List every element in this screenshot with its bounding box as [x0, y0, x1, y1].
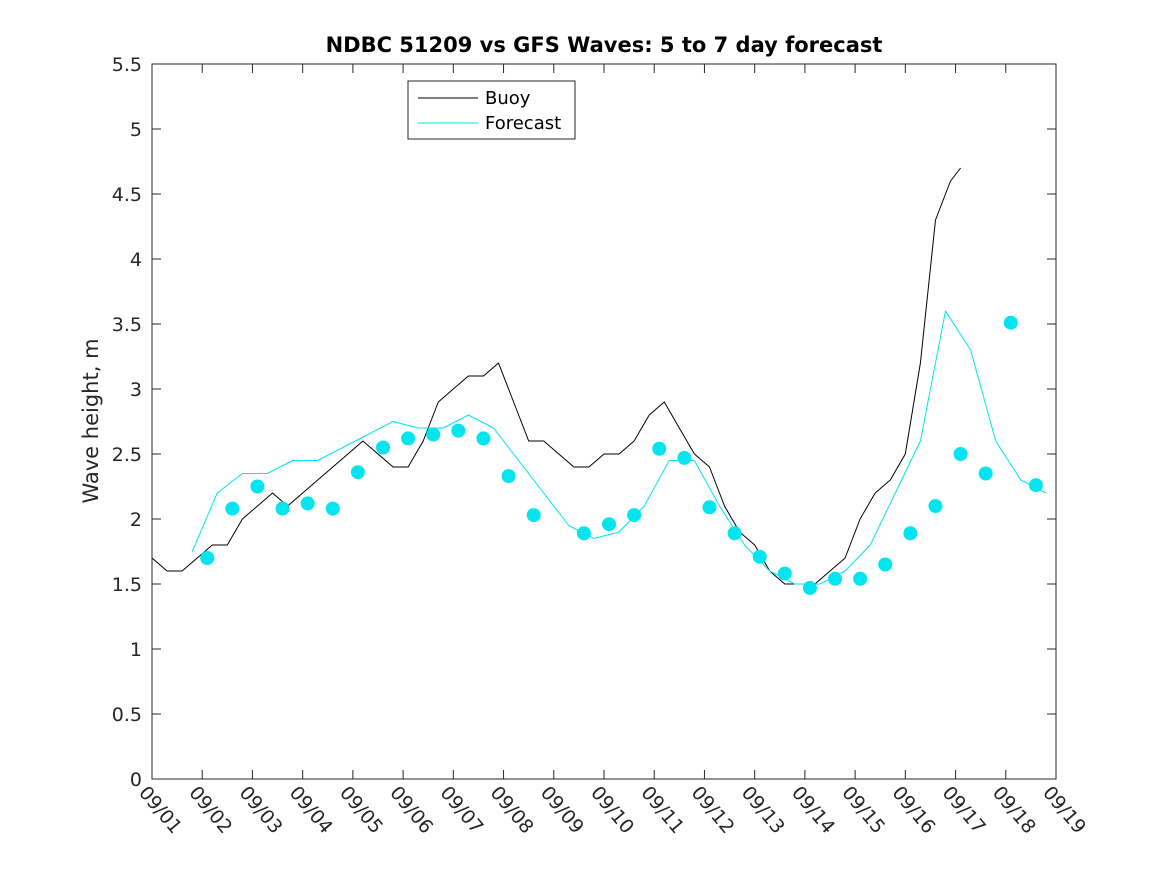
forecast-point: [526, 508, 541, 523]
legend-buoy-label: Buoy: [485, 88, 531, 109]
y-tick-label: 4.5: [112, 184, 142, 206]
forecast-point: [677, 450, 692, 465]
y-tick-label: 2.5: [112, 444, 142, 466]
y-tick-label: 1: [130, 639, 142, 661]
y-tick-labels: 0 0.5 1 1.5 2 2.5 3 3.5 4 4.5 5 5.5: [112, 54, 142, 791]
y-tick-label: 4: [130, 249, 142, 271]
y-tick-label: 2: [130, 509, 142, 531]
y-tick-label: 1.5: [112, 574, 142, 596]
legend: Buoy Forecast: [407, 80, 576, 140]
legend-forecast-label: Forecast: [485, 113, 561, 134]
chart-title: NDBC 51209 vs GFS Waves: 5 to 7 day fore…: [326, 33, 883, 57]
forecast-point: [426, 427, 441, 442]
forecast-point: [250, 479, 265, 494]
forecast-point: [627, 508, 642, 523]
forecast-point: [777, 566, 792, 581]
forecast-point: [275, 501, 290, 516]
forecast-point: [878, 557, 893, 572]
forecast-point: [853, 571, 868, 586]
legend-box: [407, 80, 576, 140]
forecast-markers: [200, 315, 1043, 595]
forecast-point: [652, 441, 667, 456]
forecast-point: [325, 501, 340, 516]
forecast-point: [928, 499, 943, 513]
forecast-point: [953, 447, 968, 461]
forecast-point: [752, 549, 767, 564]
y-tick-label: 5: [130, 119, 142, 141]
forecast-point: [1028, 478, 1043, 493]
forecast-point: [200, 551, 215, 565]
forecast-point: [476, 431, 491, 446]
plot-frame: [151, 63, 1057, 780]
forecast-point: [903, 526, 918, 541]
y-tick-label: 0: [130, 769, 142, 791]
axis-ticks: [151, 63, 1057, 780]
forecast-point: [451, 423, 466, 438]
y-tick-label: 5.5: [112, 54, 142, 76]
series-line-forecast: [191, 310, 1047, 585]
forecast-point: [802, 580, 817, 595]
forecast-point: [1003, 315, 1018, 330]
forecast-point: [376, 440, 391, 455]
forecast-point: [727, 526, 742, 541]
forecast-point: [702, 500, 717, 515]
forecast-point: [350, 465, 365, 480]
forecast-point: [576, 526, 591, 541]
forecast-point: [225, 501, 240, 516]
forecast-point: [300, 496, 315, 511]
plot-area: [152, 64, 1056, 779]
forecast-point: [978, 466, 993, 481]
y-axis-label: Wave height, m: [79, 338, 103, 503]
forecast-point: [501, 469, 516, 484]
forecast-point: [828, 571, 843, 586]
y-tick-label: 3: [130, 379, 142, 401]
forecast-point: [602, 517, 617, 532]
y-tick-label: 3.5: [112, 314, 142, 336]
y-tick-label: 0.5: [112, 704, 142, 726]
forecast-point: [401, 431, 416, 446]
